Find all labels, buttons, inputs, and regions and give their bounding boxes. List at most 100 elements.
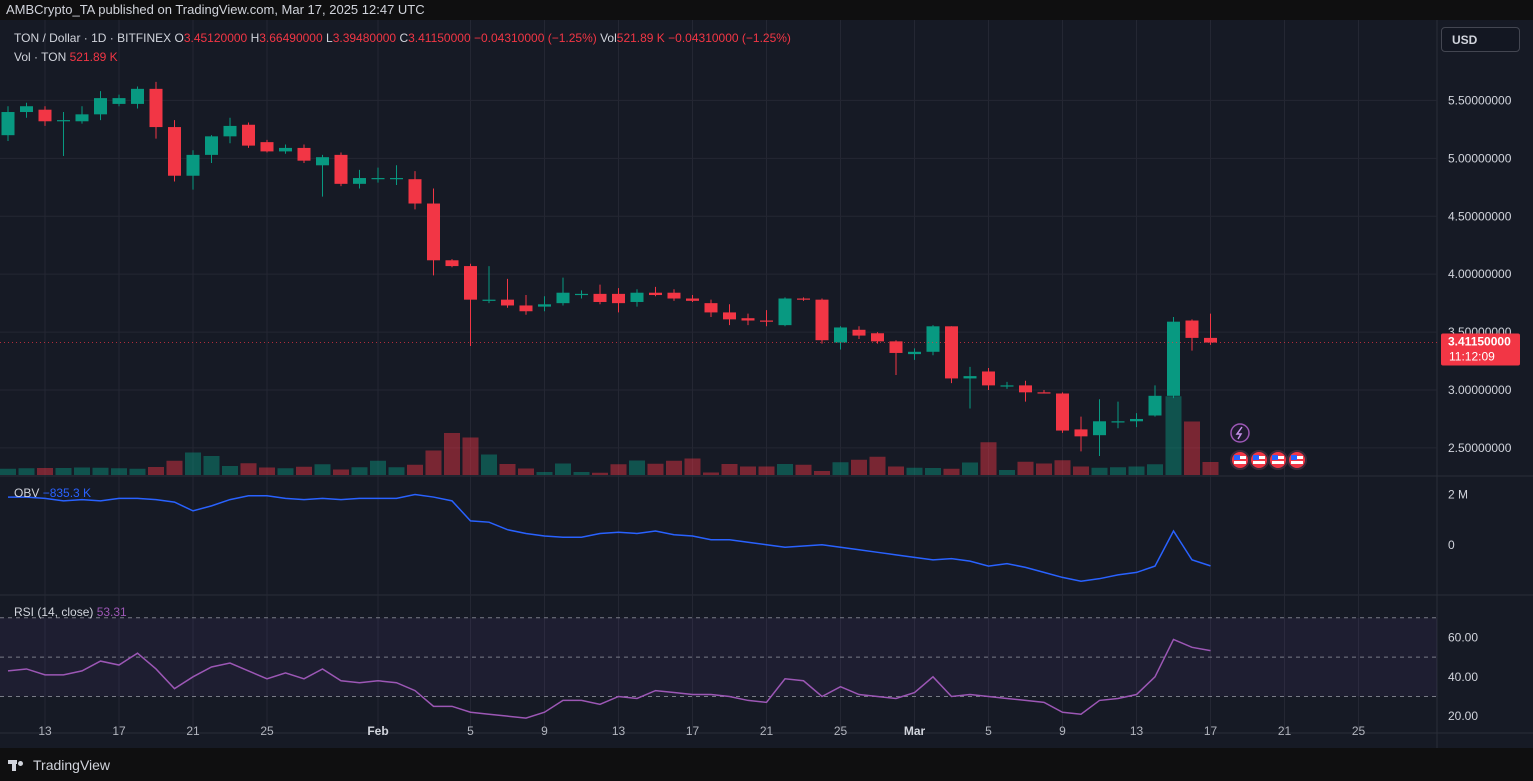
volume-bar [481, 454, 497, 475]
candle-body [556, 292, 570, 304]
rsi-band-area [0, 617, 1437, 697]
last-price-value: 3.41150000 [1448, 335, 1511, 349]
volume-bar [1036, 463, 1052, 475]
candle-body [371, 178, 385, 180]
rsi-value: 53.31 [96, 605, 127, 619]
candle-body [94, 98, 107, 115]
x-tick-label: 25 [260, 724, 274, 738]
volume-legend-label: Vol · TON [14, 50, 67, 64]
volume-bar [111, 468, 127, 475]
candle-body [778, 298, 792, 326]
low-label: L [326, 31, 333, 45]
volume-bar [1128, 466, 1145, 475]
publish-header: AMBCrypto_TA published on TradingView.co… [0, 0, 1533, 20]
us-flag-icon [1272, 461, 1284, 464]
candle-body [316, 157, 329, 166]
obv-legend: OBV −835.3 K [14, 486, 91, 500]
candle-body [149, 88, 163, 128]
low-value: 3.39480000 [332, 31, 397, 45]
candle-body [1056, 393, 1069, 431]
candle-body [834, 327, 847, 343]
candle-body [612, 293, 625, 304]
candle-body [1, 112, 15, 136]
volume-legend-value: 521.89 K [69, 50, 118, 64]
volume-bar [314, 464, 331, 475]
volume-bar [1110, 467, 1126, 475]
candle-body [963, 376, 977, 379]
volume-bar [1165, 396, 1182, 475]
candle-body [260, 142, 274, 152]
volume-bar [851, 459, 867, 475]
symbol-name: TON / Dollar · 1D · BITFINEX [14, 31, 172, 45]
tradingview-logo-icon [8, 758, 28, 772]
open-label: O [174, 31, 184, 45]
volume-bar [906, 467, 923, 475]
candle-body [445, 260, 459, 267]
candle-body [908, 351, 921, 355]
volume-bar [925, 468, 941, 475]
candle-body [1148, 395, 1162, 416]
x-tick-label: 13 [38, 724, 52, 738]
currency-button[interactable]: USD [1441, 27, 1520, 52]
price-axis-label: 3.00000000 [1448, 383, 1512, 397]
candle-body [205, 136, 218, 155]
candle-body [945, 326, 958, 379]
candle-body [1204, 337, 1217, 343]
candle-body [1130, 418, 1143, 422]
volume-bar [573, 472, 590, 475]
us-flag-icon [1234, 461, 1246, 464]
candle-body [168, 127, 181, 176]
volume-bar [296, 466, 312, 475]
volume-bar [1147, 464, 1163, 475]
price-axis-label: 2.50000000 [1448, 441, 1512, 455]
candle-body [38, 109, 52, 122]
rsi-axis-label: 40.00 [1448, 670, 1478, 684]
price-axis-label: 5.50000000 [1448, 93, 1512, 107]
us-flag-icon [1291, 461, 1303, 464]
volume-bar [869, 456, 886, 475]
candle-body [519, 305, 533, 312]
volume-bar [259, 467, 275, 475]
volume-bar [647, 463, 664, 475]
candle-body [649, 292, 662, 296]
candle-body [297, 147, 311, 161]
volume-bar [240, 463, 257, 475]
high-value: 3.66490000 [259, 31, 323, 45]
volume-bar [203, 456, 220, 475]
chart-canvas[interactable]: 13 17 21 25 Feb 5 9 13 17 21 25 Mar 5 9 13 17 21 25 5.5000… [0, 20, 1533, 748]
volume-bar [499, 464, 516, 475]
vol-value: 521.89 K [616, 31, 665, 45]
candle-body [353, 178, 366, 184]
candle-body [815, 299, 829, 341]
obv-line [8, 493, 1211, 582]
candle-body [279, 147, 292, 152]
candle-body [1185, 320, 1199, 338]
candlesticks [0, 81, 1437, 457]
x-tick-label: 21 [1278, 724, 1292, 738]
rsi-axis-label: 20.00 [1448, 709, 1478, 723]
volume-bar [277, 468, 294, 475]
volume-bar [407, 464, 423, 475]
obv-axis-label: 2 M [1448, 488, 1468, 502]
volume-bar [18, 468, 35, 475]
us-flag-icon [1272, 455, 1278, 460]
price-countdown: 11:12:09 [1449, 350, 1495, 364]
candle-body [686, 298, 699, 301]
volume-bar [333, 469, 349, 475]
grid [0, 20, 1533, 748]
x-tick-label: 9 [1059, 724, 1066, 738]
tradingview-logo: TradingView [8, 757, 110, 773]
us-flag-icon [1234, 455, 1240, 460]
candle-body [889, 341, 903, 353]
candle-body [1037, 392, 1051, 394]
rsi-legend: RSI (14, close) 53.31 [14, 605, 127, 619]
us-flag-icon [1253, 461, 1265, 464]
candle-body [797, 298, 810, 300]
volume-bar [388, 467, 405, 475]
candle-body [112, 98, 126, 104]
volume-bar [370, 460, 386, 475]
rsi-series-line [7, 638, 1211, 719]
x-tick-label: 5 [985, 724, 992, 738]
close-value: 3.41150000 [408, 31, 471, 45]
volume-legend: Vol · TON 521.89 K [14, 50, 118, 64]
